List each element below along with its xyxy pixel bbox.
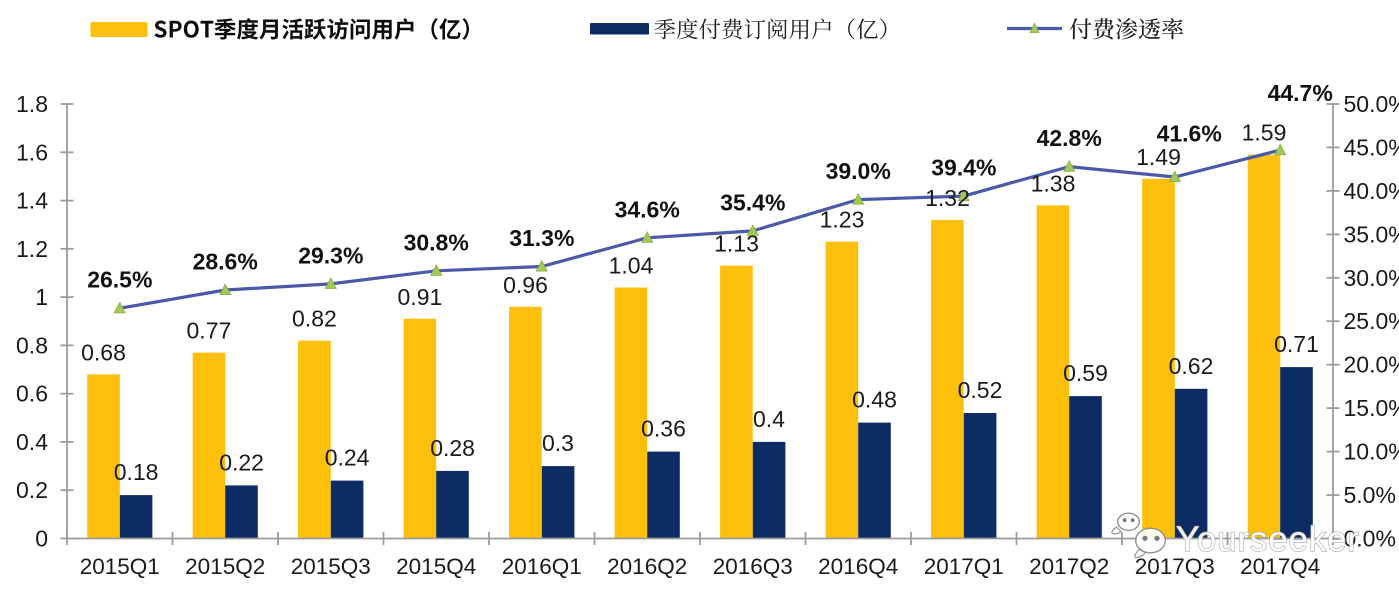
- svg-text:0.28: 0.28: [430, 435, 475, 461]
- svg-text:0.71: 0.71: [1274, 331, 1319, 357]
- svg-text:1.6: 1.6: [16, 139, 48, 165]
- svg-text:39.4%: 39.4%: [931, 155, 996, 181]
- svg-text:1: 1: [35, 284, 48, 310]
- svg-text:0.77: 0.77: [187, 318, 232, 344]
- svg-text:0.52: 0.52: [958, 377, 1003, 403]
- svg-text:50.0%: 50.0%: [1344, 91, 1399, 117]
- svg-text:0.4: 0.4: [753, 406, 785, 432]
- svg-text:0.68: 0.68: [81, 339, 126, 365]
- svg-text:45.0%: 45.0%: [1344, 134, 1399, 160]
- svg-text:0.48: 0.48: [852, 387, 897, 413]
- svg-text:2016Q2: 2016Q2: [607, 554, 687, 579]
- svg-text:2017Q2: 2017Q2: [1029, 554, 1109, 579]
- svg-text:0.36: 0.36: [641, 416, 686, 442]
- svg-text:Yourseeker: Yourseeker: [1176, 520, 1360, 559]
- svg-text:1.4: 1.4: [16, 188, 48, 214]
- svg-text:2015Q2: 2015Q2: [185, 554, 265, 579]
- svg-text:31.3%: 31.3%: [509, 225, 574, 251]
- svg-text:1.13: 1.13: [714, 231, 759, 257]
- svg-text:1.23: 1.23: [820, 207, 865, 233]
- svg-text:1.38: 1.38: [1031, 170, 1076, 196]
- svg-text:1.32: 1.32: [925, 185, 970, 211]
- svg-text:0.59: 0.59: [1063, 360, 1108, 386]
- svg-text:0: 0: [35, 526, 48, 552]
- svg-text:30.8%: 30.8%: [404, 229, 469, 255]
- svg-text:0.18: 0.18: [114, 459, 159, 485]
- svg-text:2016Q4: 2016Q4: [818, 554, 898, 579]
- svg-text:0.6: 0.6: [16, 381, 48, 407]
- svg-text:0.4: 0.4: [16, 429, 48, 455]
- svg-text:0.2: 0.2: [16, 477, 48, 503]
- svg-text:0.3: 0.3: [542, 430, 574, 456]
- svg-text:25.0%: 25.0%: [1344, 308, 1399, 334]
- svg-text:0.8: 0.8: [16, 332, 48, 358]
- svg-text:1.2: 1.2: [16, 236, 48, 262]
- svg-text:28.6%: 28.6%: [193, 249, 258, 275]
- svg-text:30.0%: 30.0%: [1344, 265, 1399, 291]
- svg-text:34.6%: 34.6%: [615, 196, 680, 222]
- svg-text:10.0%: 10.0%: [1344, 439, 1399, 465]
- svg-text:2016Q3: 2016Q3: [713, 554, 793, 579]
- svg-text:1.49: 1.49: [1136, 144, 1181, 170]
- svg-text:26.5%: 26.5%: [87, 267, 152, 293]
- svg-text:2015Q3: 2015Q3: [291, 554, 371, 579]
- svg-text:29.3%: 29.3%: [298, 242, 363, 268]
- svg-text:40.0%: 40.0%: [1344, 178, 1399, 204]
- svg-text:0.62: 0.62: [1169, 353, 1214, 379]
- svg-text:0.82: 0.82: [292, 306, 337, 332]
- svg-text:1.04: 1.04: [609, 253, 654, 279]
- svg-text:0.24: 0.24: [325, 445, 370, 471]
- svg-text:2017Q1: 2017Q1: [924, 554, 1004, 579]
- svg-text:35.0%: 35.0%: [1344, 221, 1399, 247]
- svg-text:1.8: 1.8: [16, 91, 48, 117]
- svg-text:1.59: 1.59: [1242, 120, 1287, 146]
- svg-text:0.96: 0.96: [503, 272, 548, 298]
- svg-text:44.7%: 44.7%: [1268, 80, 1333, 106]
- svg-text:0.22: 0.22: [219, 449, 264, 475]
- svg-text:41.6%: 41.6%: [1157, 121, 1222, 147]
- svg-text:39.0%: 39.0%: [826, 158, 891, 184]
- svg-text:2015Q4: 2015Q4: [396, 554, 476, 579]
- svg-text:2016Q1: 2016Q1: [502, 554, 582, 579]
- svg-text:2015Q1: 2015Q1: [80, 554, 160, 579]
- svg-text:42.8%: 42.8%: [1037, 125, 1102, 151]
- svg-text:20.0%: 20.0%: [1344, 352, 1399, 378]
- svg-text:5.0%: 5.0%: [1344, 482, 1396, 508]
- svg-text:0.91: 0.91: [398, 284, 443, 310]
- svg-text:35.4%: 35.4%: [720, 189, 785, 215]
- svg-text:15.0%: 15.0%: [1344, 395, 1399, 421]
